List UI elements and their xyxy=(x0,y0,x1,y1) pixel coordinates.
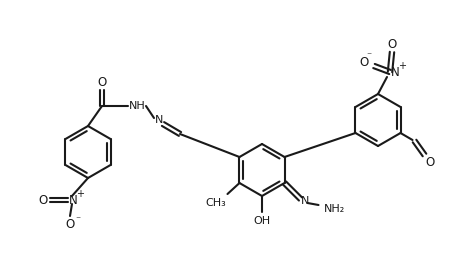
Text: O: O xyxy=(66,217,75,230)
Text: ⁻: ⁻ xyxy=(76,215,81,225)
Text: O: O xyxy=(38,194,48,206)
Text: O: O xyxy=(425,156,434,168)
Text: CH₃: CH₃ xyxy=(205,198,226,208)
Text: NH: NH xyxy=(129,101,145,111)
Text: +: + xyxy=(76,189,84,199)
Text: O: O xyxy=(360,55,369,69)
Text: O: O xyxy=(388,38,397,52)
Text: N: N xyxy=(301,196,310,206)
Text: NH₂: NH₂ xyxy=(324,204,345,214)
Text: N: N xyxy=(68,194,77,206)
Text: N: N xyxy=(155,115,163,125)
Text: +: + xyxy=(398,61,406,71)
Text: O: O xyxy=(97,77,106,90)
Text: ⁻: ⁻ xyxy=(366,51,371,61)
Text: OH: OH xyxy=(254,216,271,226)
Text: N: N xyxy=(390,66,399,78)
